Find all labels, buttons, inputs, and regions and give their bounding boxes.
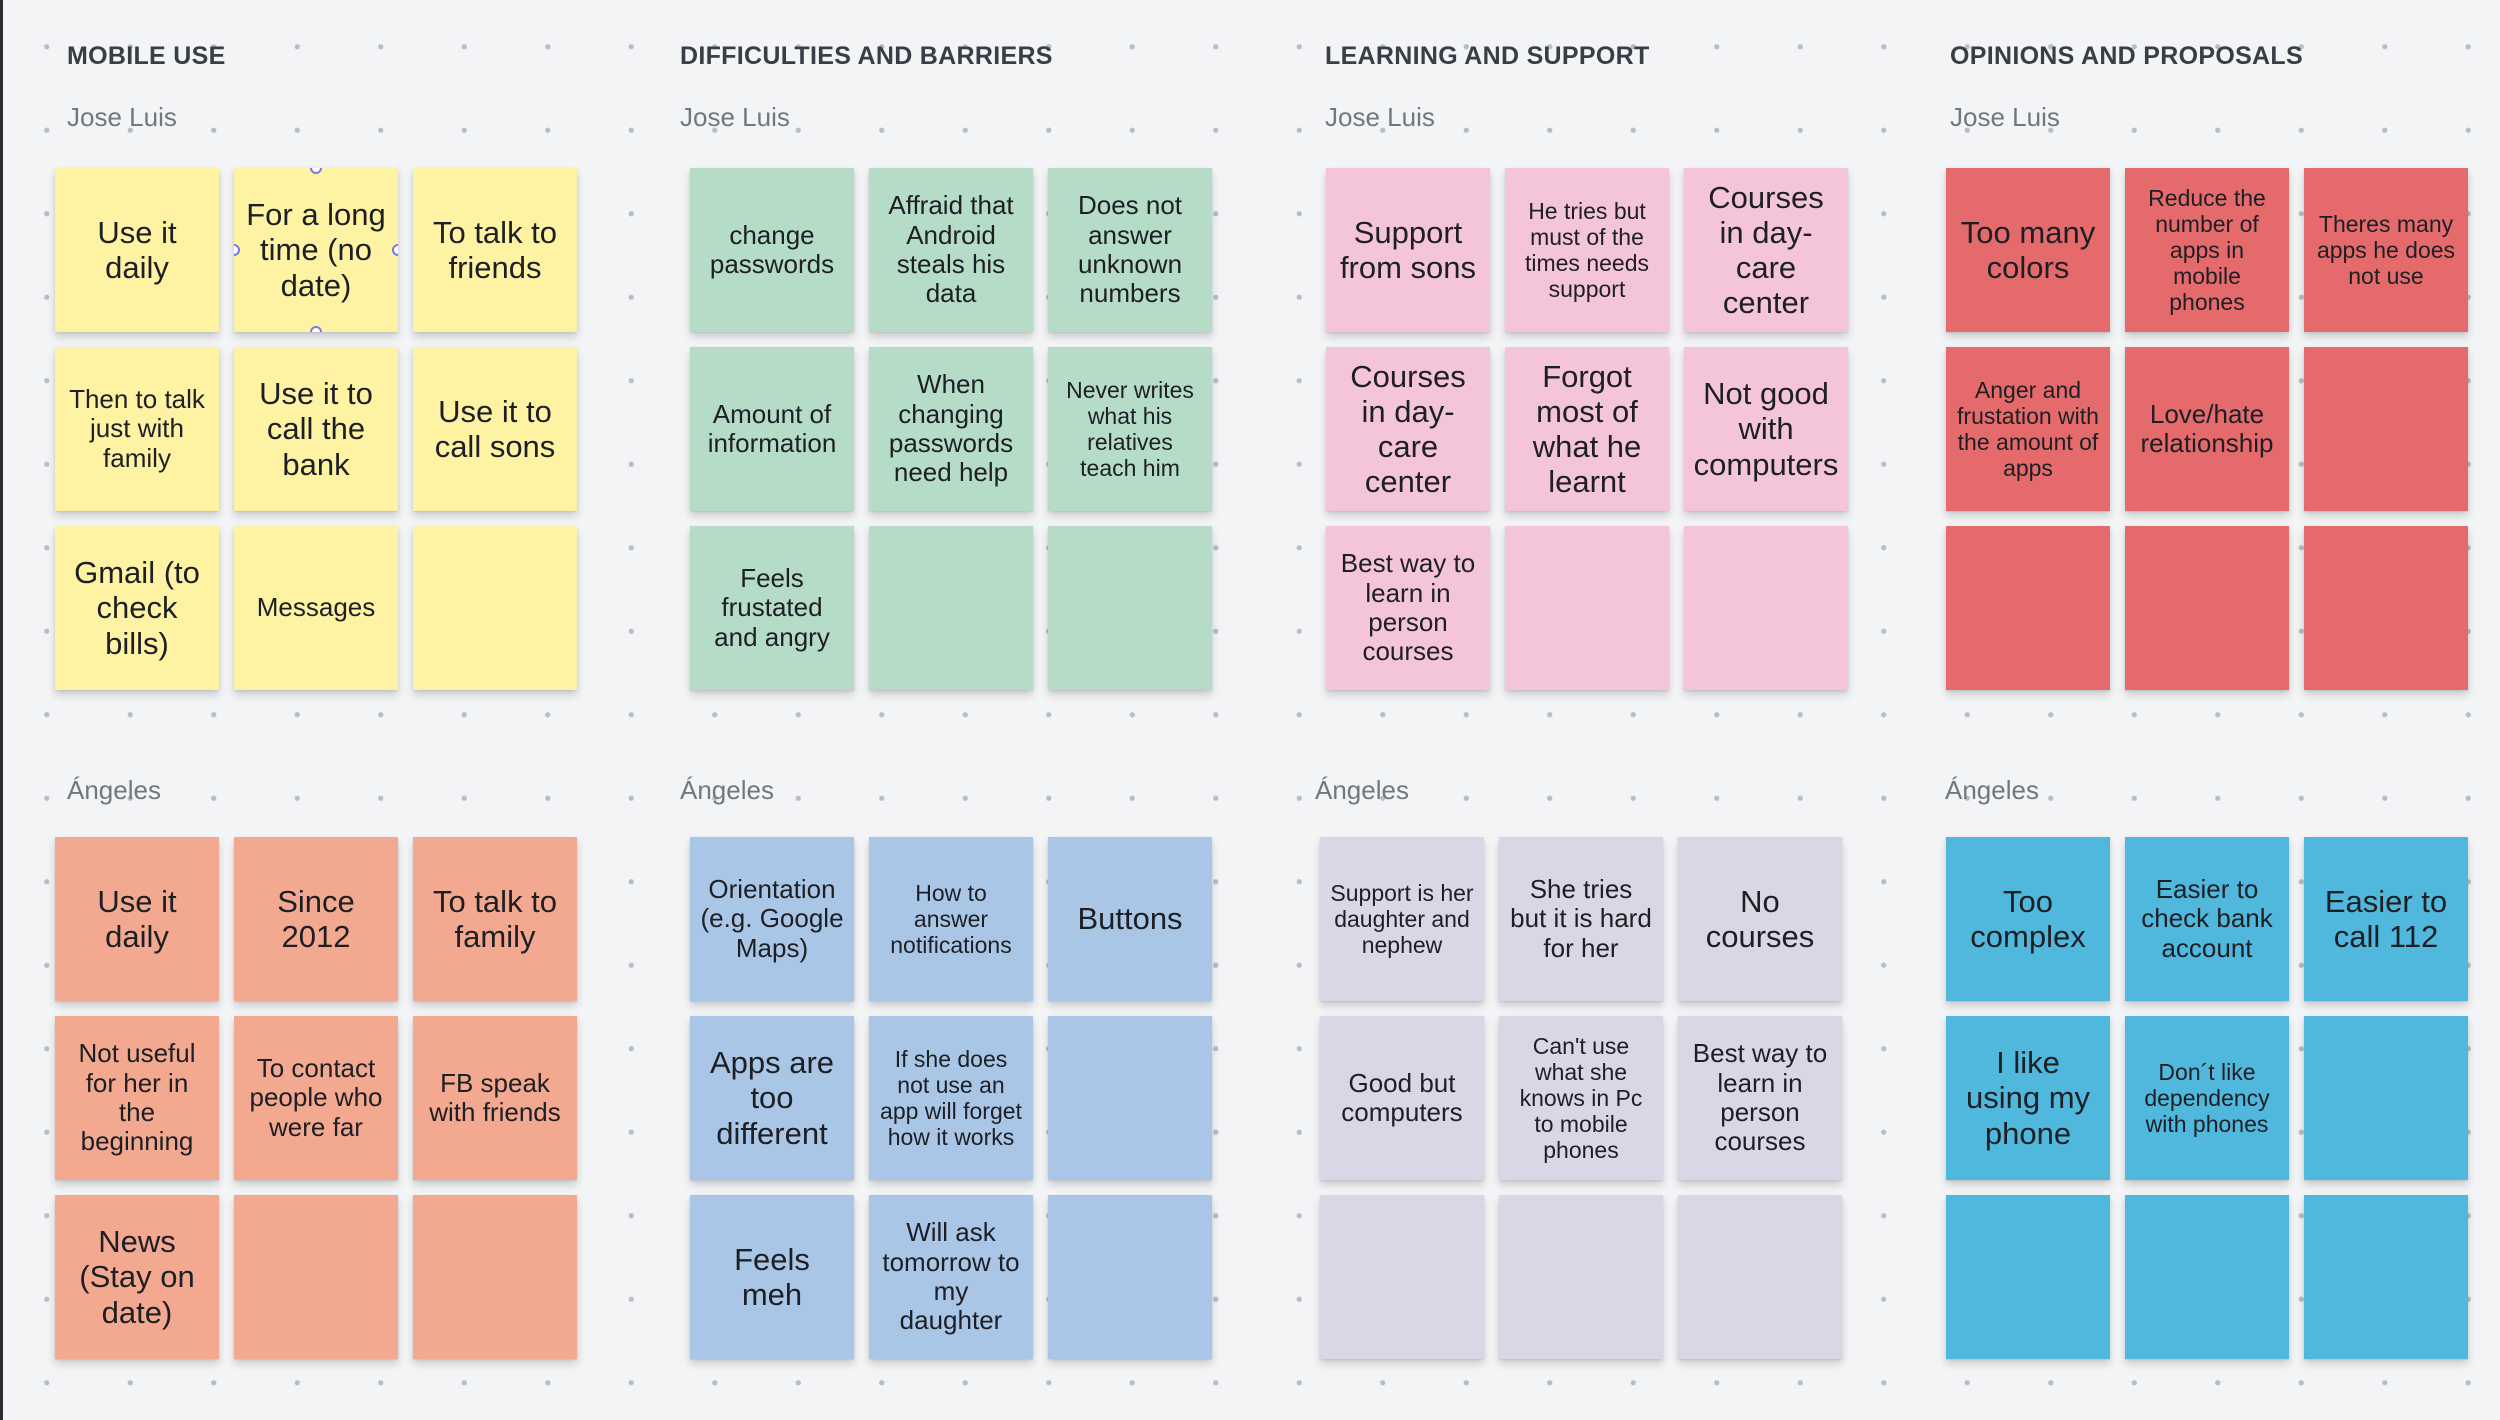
sticky-note-empty[interactable] [1048, 526, 1212, 690]
sticky-note[interactable]: change passwords [690, 168, 854, 332]
sticky-note[interactable]: To contact people who were far [234, 1016, 398, 1180]
sticky-note[interactable]: Too many colors [1946, 168, 2110, 332]
sticky-note-empty[interactable] [1048, 1016, 1212, 1180]
sticky-note[interactable]: Use it to call sons [413, 347, 577, 511]
sticky-note[interactable]: He tries but must of the times needs sup… [1505, 168, 1669, 332]
sticky-note-grid: change passwords Affraid that Android st… [690, 168, 1212, 690]
resize-handle-top[interactable] [310, 168, 322, 174]
sticky-note[interactable]: Use it daily [55, 168, 219, 332]
sticky-note[interactable]: Courses in day-care center [1684, 168, 1848, 332]
sticky-note[interactable]: Anger and frustation with the amount of … [1946, 347, 2110, 511]
sticky-note[interactable]: Not good with computers [1684, 347, 1848, 511]
sticky-note[interactable]: Messages [234, 526, 398, 690]
sticky-note[interactable]: Amount of information [690, 347, 854, 511]
sticky-note[interactable]: No courses [1678, 837, 1842, 1001]
sticky-note[interactable]: Feels meh [690, 1195, 854, 1359]
sticky-note[interactable]: Support from sons [1326, 168, 1490, 332]
sticky-note[interactable]: Buttons [1048, 837, 1212, 1001]
sticky-note[interactable]: She tries but it is hard for her [1499, 837, 1663, 1001]
sticky-note[interactable]: To talk to family [413, 837, 577, 1001]
sticky-note[interactable]: Gmail (to check bills) [55, 526, 219, 690]
sticky-note-empty[interactable] [1684, 526, 1848, 690]
sticky-note-text: For a long time (no date) [246, 197, 386, 303]
sticky-note[interactable]: Courses in day-care center [1326, 347, 1490, 511]
sticky-note[interactable]: Easier to call 112 [2304, 837, 2468, 1001]
section-title: OPINIONS AND PROPOSALS [1950, 42, 2303, 70]
sticky-note-grid: Use it daily Since 2012 To talk to famil… [55, 837, 577, 1359]
sticky-note[interactable]: Then to talk just with family [55, 347, 219, 511]
sticky-note[interactable]: Can't use what she knows in Pc to mobile… [1499, 1016, 1663, 1180]
person-label: Jose Luis [1950, 102, 2060, 132]
sticky-note[interactable]: Since 2012 [234, 837, 398, 1001]
sticky-note[interactable]: Orientation (e.g. Google Maps) [690, 837, 854, 1001]
sticky-note-empty[interactable] [413, 526, 577, 690]
person-label: Jose Luis [1325, 102, 1435, 132]
sticky-note-empty[interactable] [1946, 526, 2110, 690]
sticky-note-selected[interactable]: For a long time (no date) [234, 168, 398, 332]
person-label: Ángeles [1315, 775, 1409, 805]
person-label: Ángeles [1945, 775, 2039, 805]
sticky-note-grid: Support is her daughter and nephew She t… [1320, 837, 1842, 1359]
sticky-note[interactable]: Easier to check bank account [2125, 837, 2289, 1001]
sticky-note[interactable]: Never writes what his relatives teach hi… [1048, 347, 1212, 511]
sticky-note[interactable]: Feels frustated and angry [690, 526, 854, 690]
sticky-note-grid: Orientation (e.g. Google Maps) How to an… [690, 837, 1212, 1359]
sticky-note-empty[interactable] [1048, 1195, 1212, 1359]
person-label: Ángeles [680, 775, 774, 805]
sticky-note-empty[interactable] [413, 1195, 577, 1359]
sticky-note[interactable]: Not useful for her in the beginning [55, 1016, 219, 1180]
sticky-note[interactable]: Does not answer unknown numbers [1048, 168, 1212, 332]
sticky-note[interactable]: FB speak with friends [413, 1016, 577, 1180]
sticky-note[interactable]: Too complex [1946, 837, 2110, 1001]
sticky-note[interactable]: Reduce the number of apps in mobile phon… [2125, 168, 2289, 332]
sticky-note-grid: Too many colors Reduce the number of app… [1946, 168, 2468, 690]
sticky-note[interactable]: To talk to friends [413, 168, 577, 332]
sticky-note[interactable]: Use it daily [55, 837, 219, 1001]
sticky-note[interactable]: When changing passwords need help [869, 347, 1033, 511]
resize-handle-right[interactable] [392, 244, 398, 256]
resize-handle-left[interactable] [234, 244, 240, 256]
sticky-note-empty[interactable] [2125, 526, 2289, 690]
canvas-left-edge [0, 0, 3, 1420]
sticky-note[interactable]: News (Stay on date) [55, 1195, 219, 1359]
person-label: Jose Luis [67, 102, 177, 132]
sticky-note-empty[interactable] [1946, 1195, 2110, 1359]
sticky-note[interactable]: How to answer notifications [869, 837, 1033, 1001]
sticky-note-empty[interactable] [2125, 1195, 2289, 1359]
section-title: DIFFICULTIES AND BARRIERS [680, 42, 1053, 70]
sticky-note[interactable]: Affraid that Android steals his data [869, 168, 1033, 332]
person-label: Ángeles [67, 775, 161, 805]
sticky-note[interactable]: Forgot most of what he learnt [1505, 347, 1669, 511]
sticky-note[interactable]: Don´t like dependency with phones [2125, 1016, 2289, 1180]
sticky-note-empty[interactable] [1505, 526, 1669, 690]
sticky-note[interactable]: Apps are too different [690, 1016, 854, 1180]
sticky-note-empty[interactable] [1499, 1195, 1663, 1359]
sticky-note-empty[interactable] [2304, 526, 2468, 690]
sticky-note-grid: Use it daily For a long time (no date) T… [55, 168, 577, 690]
sticky-note[interactable]: Will ask tomorrow to my daughter [869, 1195, 1033, 1359]
section-title: LEARNING AND SUPPORT [1325, 42, 1650, 70]
section-title: MOBILE USE [67, 42, 226, 70]
sticky-note-empty[interactable] [869, 526, 1033, 690]
sticky-note-empty[interactable] [234, 1195, 398, 1359]
sticky-note-grid: Too complex Easier to check bank account… [1946, 837, 2468, 1359]
sticky-note[interactable]: I like using my phone [1946, 1016, 2110, 1180]
sticky-note-empty[interactable] [2304, 1195, 2468, 1359]
sticky-note[interactable]: Best way to learn in person courses [1678, 1016, 1842, 1180]
sticky-note-grid: Support from sons He tries but must of t… [1326, 168, 1848, 690]
sticky-note-empty[interactable] [2304, 1016, 2468, 1180]
sticky-note[interactable]: Use it to call the bank [234, 347, 398, 511]
sticky-note[interactable]: Love/hate relationship [2125, 347, 2289, 511]
sticky-note[interactable]: Good but computers [1320, 1016, 1484, 1180]
person-label: Jose Luis [680, 102, 790, 132]
sticky-note[interactable]: Support is her daughter and nephew [1320, 837, 1484, 1001]
sticky-note[interactable]: If she does not use an app will forget h… [869, 1016, 1033, 1180]
sticky-note[interactable]: Best way to learn in person courses [1326, 526, 1490, 690]
sticky-note-empty[interactable] [2304, 347, 2468, 511]
sticky-note-empty[interactable] [1320, 1195, 1484, 1359]
sticky-note[interactable]: Theres many apps he does not use [2304, 168, 2468, 332]
sticky-note-empty[interactable] [1678, 1195, 1842, 1359]
resize-handle-bottom[interactable] [310, 326, 322, 332]
